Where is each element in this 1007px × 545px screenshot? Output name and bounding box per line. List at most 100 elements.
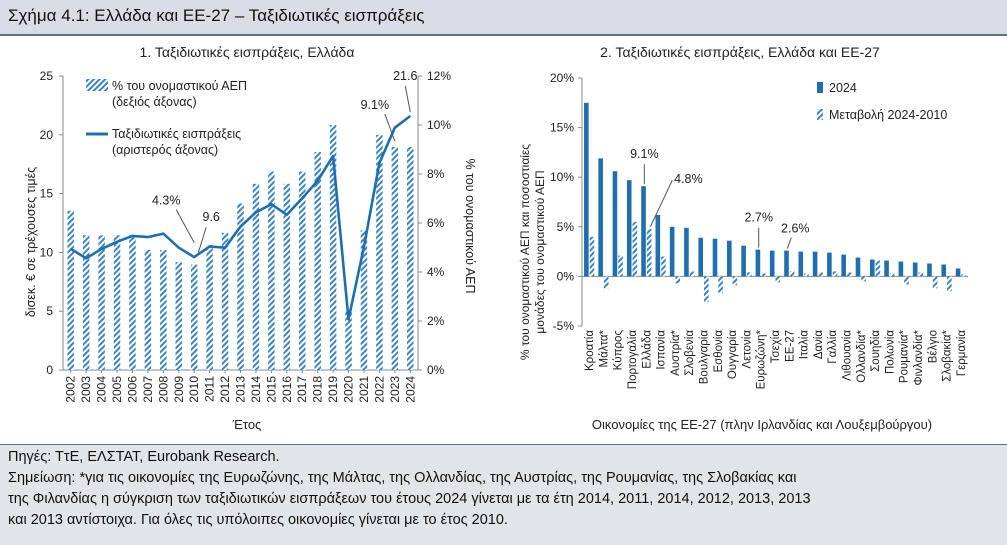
chart-2-bar-change: [846, 272, 852, 277]
chart-2-bar-change: [832, 271, 838, 277]
chart-2-bar-change: [932, 276, 938, 289]
chart-2-bar-change: [961, 274, 966, 277]
chart-1-legend: % του ονομαστικού ΑΕΠ (δεξιός άξονας) Τα…: [86, 79, 247, 157]
chart-2-bar-change: [718, 276, 723, 294]
chart-2-bar-2024: [869, 259, 875, 277]
chart-1-annotation-gdp-2023: 9.1%: [361, 98, 390, 112]
chart-1-bars: [67, 125, 414, 370]
legend-gdp-label: % του ονομαστικού ΑΕΠ: [112, 79, 247, 93]
chart-1-xtick-label: 2008: [156, 376, 170, 403]
chart-1-xtick-label: 2009: [172, 376, 186, 403]
legend-2024-label: 2024: [829, 81, 857, 95]
chart-2-xtick-label: Λιθουανία: [841, 330, 853, 381]
chart-1-bar: [391, 147, 399, 370]
figure-header: Σχήμα 4.1: Ελλάδα και ΕΕ-27 – Ταξιδιωτικ…: [0, 0, 1007, 34]
charts-svg: 1. Ταξιδιωτικές εισπράξεις, Ελλάδα 0 5 10 1…: [24, 44, 968, 432]
chart-1-ytick-right: 4%: [427, 265, 445, 279]
chart-2-bar-2024: [955, 268, 961, 277]
chart-2-annotations: 9.1% 4.8% 2.7% 2.6%: [630, 147, 810, 249]
chart-1-series-line: [70, 114, 412, 321]
chart-1-bar: [113, 235, 121, 370]
chart-2-bar-2024: [769, 250, 775, 277]
chart-2-xtick-label: ΕΕ-27: [784, 330, 796, 362]
chart-2-ytick-label: 0%: [557, 269, 575, 283]
chart-2-bar-change: [675, 276, 681, 284]
chart-2-xtick-label: Κύπρος: [613, 330, 625, 371]
chart-1-ytick-left: 15: [40, 187, 54, 201]
chart-2-xtick-label: Ρουμανία*: [899, 329, 911, 383]
chart-1-bar: [407, 147, 414, 370]
chart-2-ytick-label: -5%: [553, 319, 575, 333]
chart-1-annotation-gdp-2010: 4.3%: [152, 194, 181, 208]
chart-1-xtick-label: 2022: [372, 376, 386, 403]
chart-2-annotation-eurozone: 2.7%: [744, 211, 773, 225]
chart-2-bar-change: [904, 276, 909, 285]
chart-2-bar-2024: [927, 263, 932, 277]
chart-1-xtick-label: 2020: [342, 376, 356, 403]
chart-2-title: 2. Ταξιδιωτικές εισπράξεις, Ελλάδα και Ε…: [600, 44, 880, 60]
chart-2-xtick-label: Γαλλία: [827, 330, 839, 364]
chart-1-bar: [314, 151, 321, 370]
chart-1-bar: [190, 264, 198, 370]
chart-1-bar: [221, 232, 229, 370]
chart-2-xtick-label: Λετονία: [741, 330, 753, 369]
chart-2-bar-2024: [755, 249, 761, 277]
chart-1-annotation-receipts-2010: 9.6: [203, 210, 220, 224]
chart-1-ytick-right: 6%: [427, 216, 445, 230]
chart-1-xtick-label: 2018: [311, 376, 325, 403]
chart-2-xtick-label: Εσθονία: [713, 330, 725, 373]
chart-1-ytick-left: 25: [40, 69, 54, 83]
chart-1-bar: [144, 249, 152, 370]
chart-1-ytick-left: 10: [40, 245, 54, 259]
note-line-2: της Φιλανδίας η σύγκριση των ταξιδιωτικώ…: [8, 491, 811, 507]
chart-2-bar-2024: [941, 264, 947, 277]
chart-1-bar: [175, 262, 183, 370]
chart-1-xtick-label: 2021: [357, 376, 371, 403]
chart-2-xtick-label: Μάλτα*: [598, 329, 610, 367]
chart-1-xtick-label: 2013: [234, 376, 248, 403]
chart-2-bar-change: [818, 272, 823, 277]
chart-1-annotation-receipts-2024: 21.6: [393, 69, 417, 83]
chart-2-bar-2024: [884, 260, 889, 277]
chart-2-ytick-label: 10%: [550, 170, 574, 184]
chart-2-ylabel-line1: % του ονομαστικού ΑΕΠ και ποσοστιαίες: [518, 144, 532, 360]
chart-2-bar-change: [861, 276, 866, 282]
chart-2-bar-change: [603, 276, 609, 289]
chart-2-bar-change: [632, 221, 638, 277]
chart-2-xtick-label: Ολλανδία*: [856, 329, 868, 382]
legend-2024-swatch: [817, 82, 823, 93]
chart-2-xtick-label: Τσεχία: [770, 330, 782, 364]
chart-2-ytick-label: 5%: [557, 220, 575, 234]
charts-area: 1. Ταξιδιωτικές εισπράξεις, Ελλάδα 0 5 10 1…: [0, 36, 1007, 444]
chart-1-bar: [160, 249, 167, 370]
chart-2-bar-change: [789, 271, 795, 277]
chart-2-annotation-eu27-leader: [786, 237, 792, 249]
chart-1-bar: [82, 235, 90, 370]
chart-1-xtick-label: 2011: [203, 376, 217, 402]
chart-2-xtick-label: Ελλάδα: [641, 330, 653, 369]
legend-receipts-label: Ταξιδιωτικές εισπράξεις: [112, 127, 241, 141]
chart-2-bar-2024: [598, 158, 603, 277]
notes-divider: [0, 444, 1007, 445]
chart-2-bar-2024: [698, 237, 704, 277]
chart-2-bar-2024: [841, 254, 846, 277]
chart-1-bar: [206, 245, 213, 370]
chart-1-ytick-left: 20: [40, 128, 54, 142]
chart-1-xtick-label: 2007: [141, 376, 155, 403]
chart-2-xlabel: Οικονομίες της ΕΕ-27 (πλην Ιρλανδίας και…: [592, 417, 932, 432]
chart-2-annotation-greece-change: 4.8%: [674, 172, 703, 186]
chart-1-xtick-label: 2023: [388, 376, 402, 403]
source-line: Πηγές: ΤτΕ, ΕΛΣΤΑΤ, Eurobank Research.: [8, 449, 280, 465]
chart-2: 2. Ταξιδιωτικές εισπράξεις, Ελλάδα και Ε…: [518, 44, 968, 432]
chart-2-xtick-label: Κροατία: [584, 330, 596, 371]
legend-change-swatch: [817, 109, 823, 120]
chart-2-bar-2024: [641, 186, 646, 277]
chart-2-xtick-label: Ουγγαρία: [727, 330, 739, 379]
legend-hatch-swatch: [86, 79, 108, 91]
chart-2-bar-change: [646, 228, 652, 277]
chart-2-bar-2024: [855, 257, 861, 277]
chart-1-bar: [129, 235, 136, 370]
chart-1-bar: [376, 134, 383, 370]
chart-2-bar-change: [689, 271, 695, 277]
chart-2-xtick-label: Γερμανία: [956, 330, 968, 377]
